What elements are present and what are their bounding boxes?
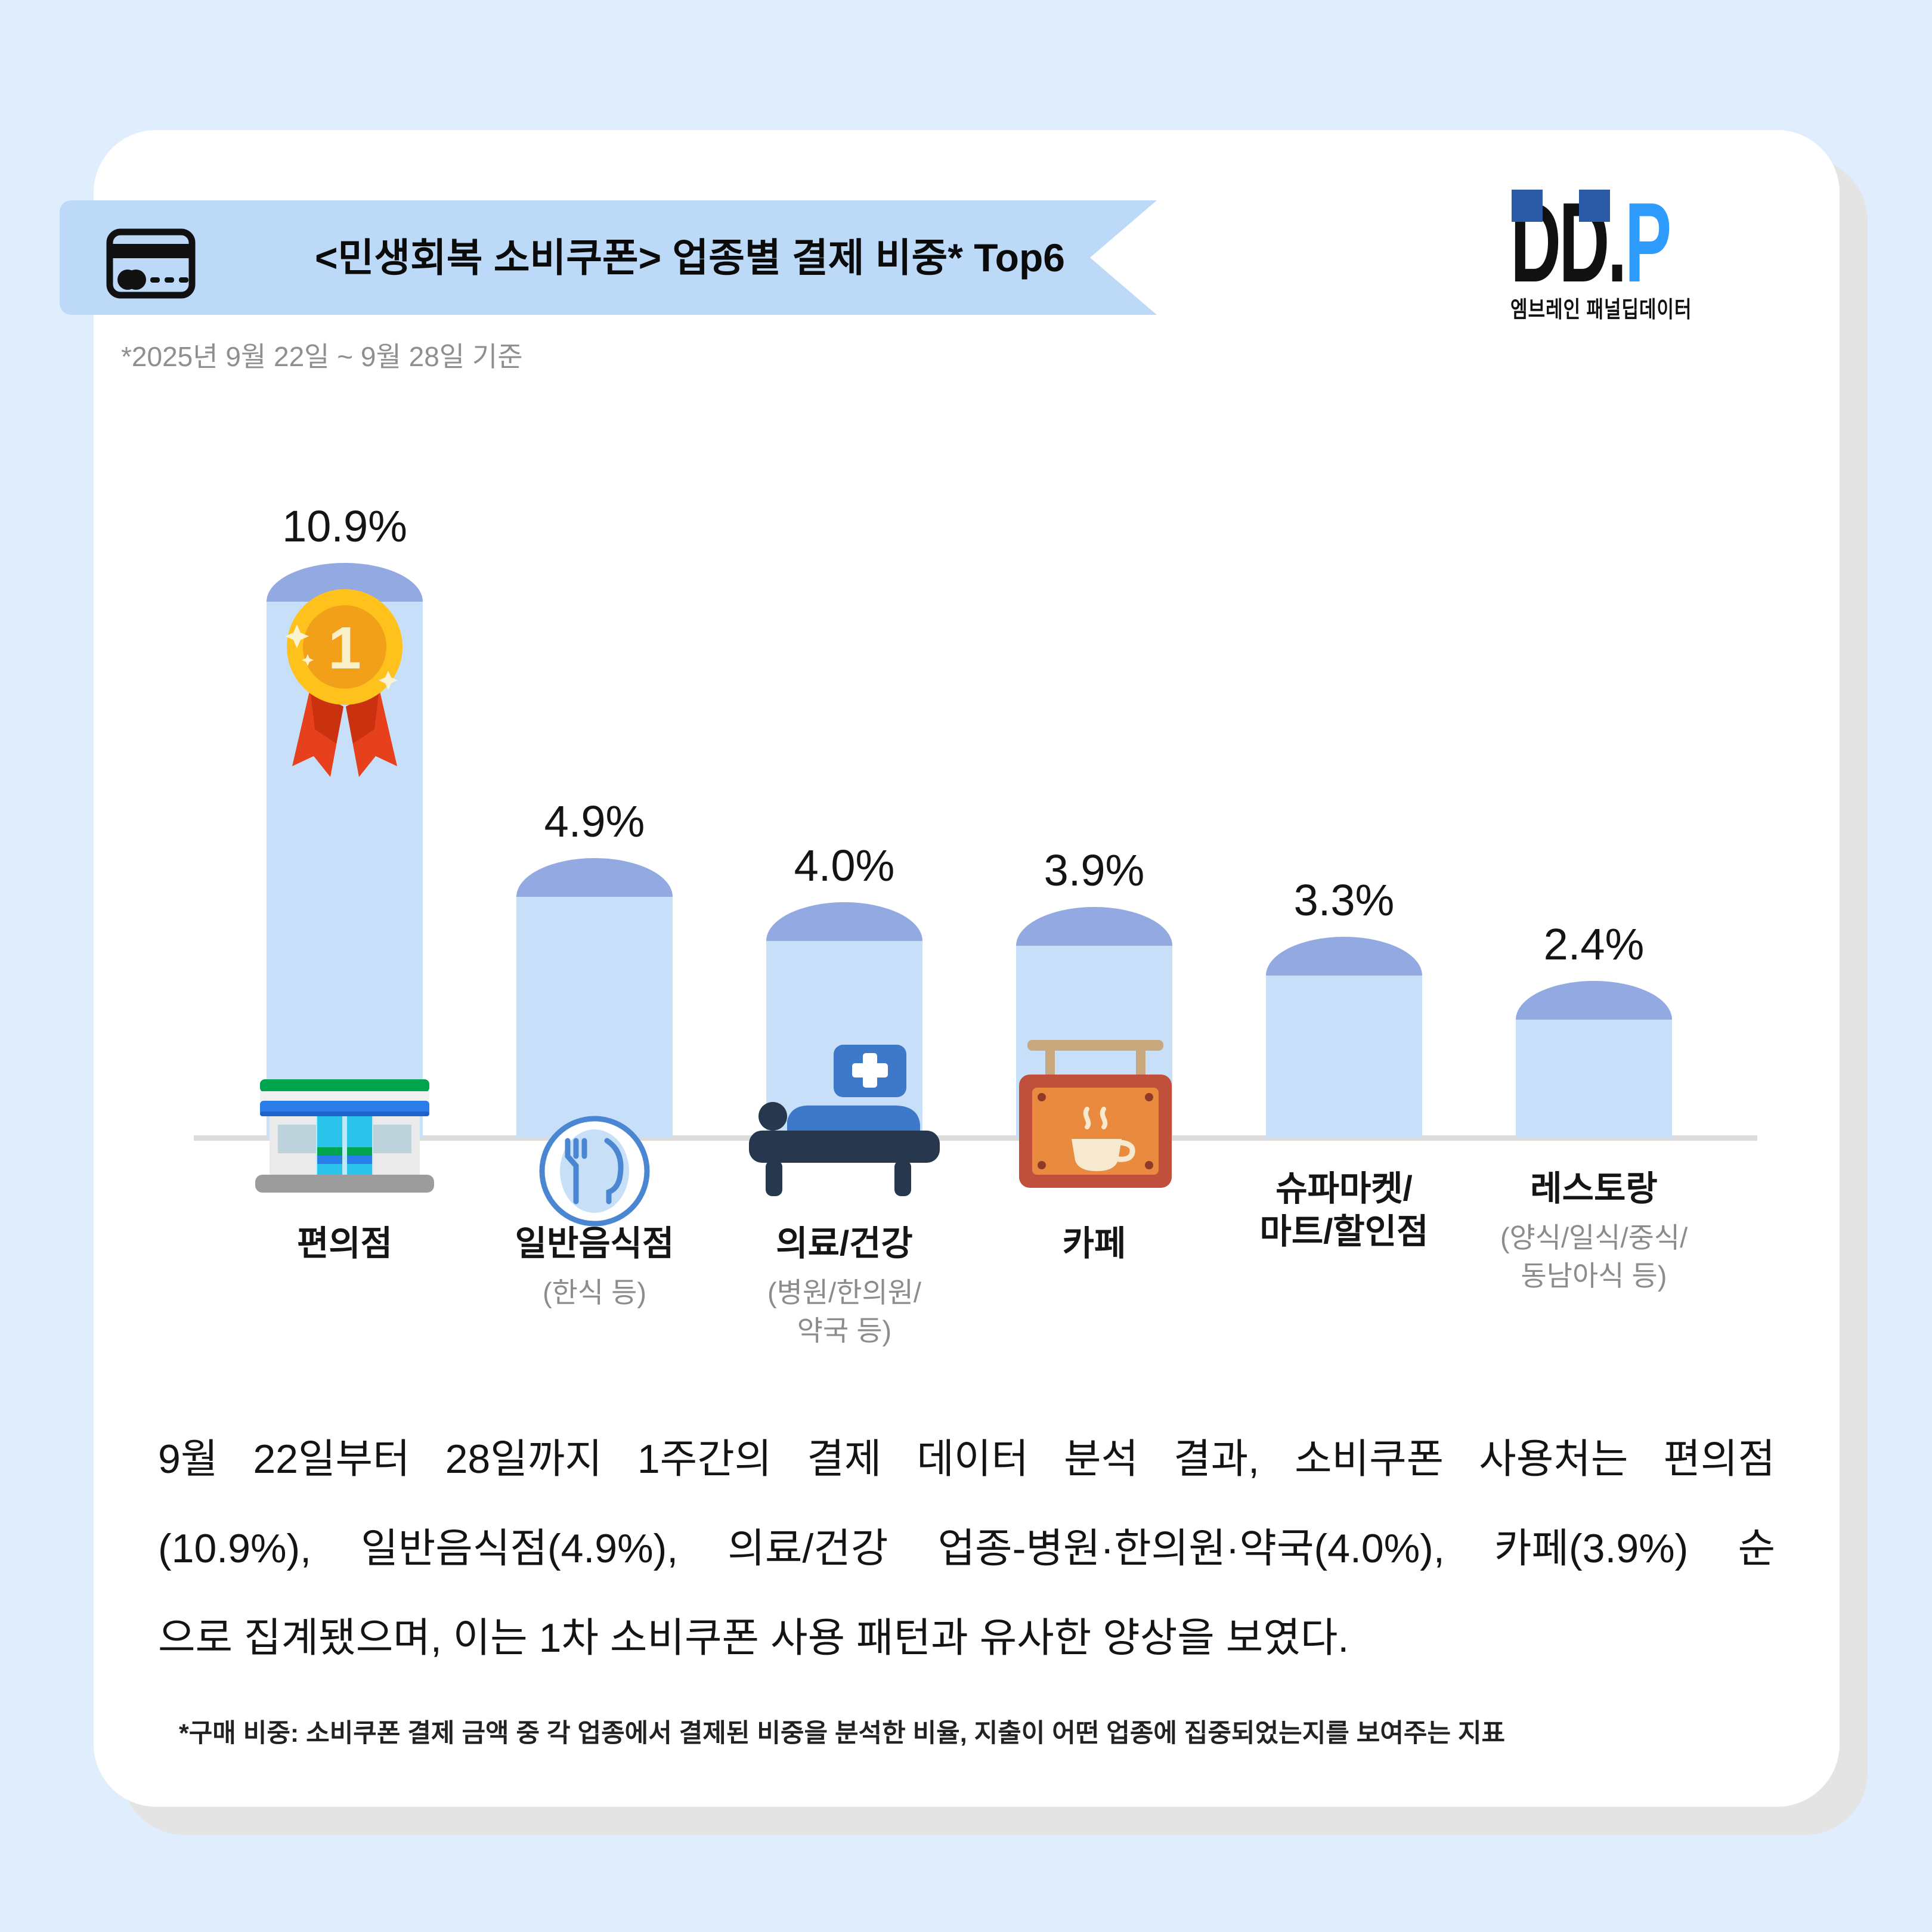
- category-label-line: 편의점: [296, 1224, 393, 1263]
- category-sublabel: (한식 등): [457, 1274, 732, 1312]
- restaurant-plate-icon: [539, 1116, 650, 1227]
- category-sublabel-line: 동남아식 등): [1521, 1260, 1667, 1292]
- convenience-store-icon-wrapper: [255, 1079, 434, 1196]
- summary-line: (10.9%), 일반음식점(4.9%), 의료/건강 업종-병원·한의원·약국…: [158, 1526, 1775, 1571]
- category-label-line: 의료/건강: [776, 1224, 913, 1263]
- category-label: 카페: [957, 1222, 1231, 1265]
- value-label: 4.0%: [794, 841, 895, 890]
- category-label: 슈파마켓/마트/할인점: [1207, 1168, 1481, 1253]
- brand-logo: DD.P 엠브레인 패널딥데이터: [1510, 186, 1844, 323]
- category-label-line: 레스토랑: [1530, 1169, 1658, 1208]
- category-sublabel-line: (병원/한의원/: [767, 1277, 921, 1308]
- svg-text:1: 1: [328, 615, 361, 682]
- value-label: 10.9%: [282, 501, 407, 551]
- page-title: <민생회복 소비쿠폰> 업종별 결제 비중* Top6: [315, 236, 1066, 280]
- footnote: *구매 비중: 소비쿠폰 결제 금액 중 각 업종에서 결제된 비중을 분석한 …: [179, 1719, 1506, 1748]
- bar-cylinder-body: [516, 897, 673, 1138]
- category-sublabel: (양식/일식/중식/동남아식 등): [1457, 1219, 1731, 1295]
- value-label: 3.3%: [1293, 875, 1395, 925]
- logo-ddp-text: DD.P: [1510, 179, 1671, 306]
- logo-accent-square: [1579, 190, 1610, 222]
- bar-cylinder-body: [766, 941, 922, 1138]
- cafe-sign-icon: [1019, 1040, 1172, 1188]
- banner-ribbon-shape: [60, 200, 1157, 315]
- credit-card-icon: [106, 228, 196, 299]
- bar-cylinder-body: [1266, 976, 1422, 1138]
- medal-wrapper: 1: [279, 587, 410, 784]
- hospital-bed-icon-wrapper: [744, 1042, 945, 1202]
- category-label-line: 카페: [1062, 1224, 1126, 1263]
- category-label-line: 슈파마켓/: [1275, 1169, 1413, 1208]
- category-label: 의료/건강 (병원/한의원/약국 등): [707, 1222, 982, 1350]
- summary-line: 으로 집계됐으며, 이는 1차 소비쿠폰 사용 패턴과 유사한 양상을 보였다.: [158, 1615, 1349, 1661]
- first-place-medal-icon: 1: [285, 589, 402, 777]
- category-label: 레스토랑 (양식/일식/중식/동남아식 등): [1457, 1168, 1731, 1295]
- convenience-store-icon: [255, 1079, 434, 1193]
- bar-cylinder-body: [1516, 1020, 1672, 1138]
- hospital-bed-icon: [749, 1045, 940, 1196]
- category-label-line: 마트/할인점: [1259, 1212, 1429, 1251]
- chart-baseline: [194, 1135, 1757, 1141]
- value-label: 3.9%: [1044, 846, 1145, 895]
- category-label: 일반음식점 (한식 등): [457, 1222, 732, 1312]
- summary-line: 9월 22일부터 28일까지 1주간의 결제 데이터 분석 결과, 소비쿠폰 사…: [158, 1436, 1775, 1482]
- cafe-sign-icon-wrapper: [1017, 1040, 1174, 1193]
- category-label: 편의점: [208, 1222, 482, 1265]
- logo-accent-square: [1512, 190, 1543, 222]
- title-banner: <민생회복 소비쿠폰> 업종별 결제 비중* Top6: [60, 200, 1157, 315]
- logo-subtext: 엠브레인 패널딥데이터: [1510, 298, 1692, 323]
- value-label: 2.4%: [1543, 919, 1645, 969]
- date-range-note: *2025년 9월 22일 ~ 9월 28일 기준: [121, 341, 523, 372]
- category-sublabel-line: 약국 등): [797, 1315, 892, 1346]
- category-label-line: 일반음식점: [515, 1224, 674, 1263]
- restaurant-plate-icon-wrapper: [537, 1113, 652, 1232]
- value-label: 4.9%: [544, 797, 645, 846]
- category-sublabel: (병원/한의원/약국 등): [707, 1274, 982, 1350]
- category-sublabel-line: (양식/일식/중식/: [1500, 1222, 1688, 1253]
- summary-paragraph: 9월 22일부터 28일까지 1주간의 결제 데이터 분석 결과, 소비쿠폰 사…: [158, 1414, 1775, 1683]
- category-sublabel-line: (한식 등): [542, 1277, 647, 1308]
